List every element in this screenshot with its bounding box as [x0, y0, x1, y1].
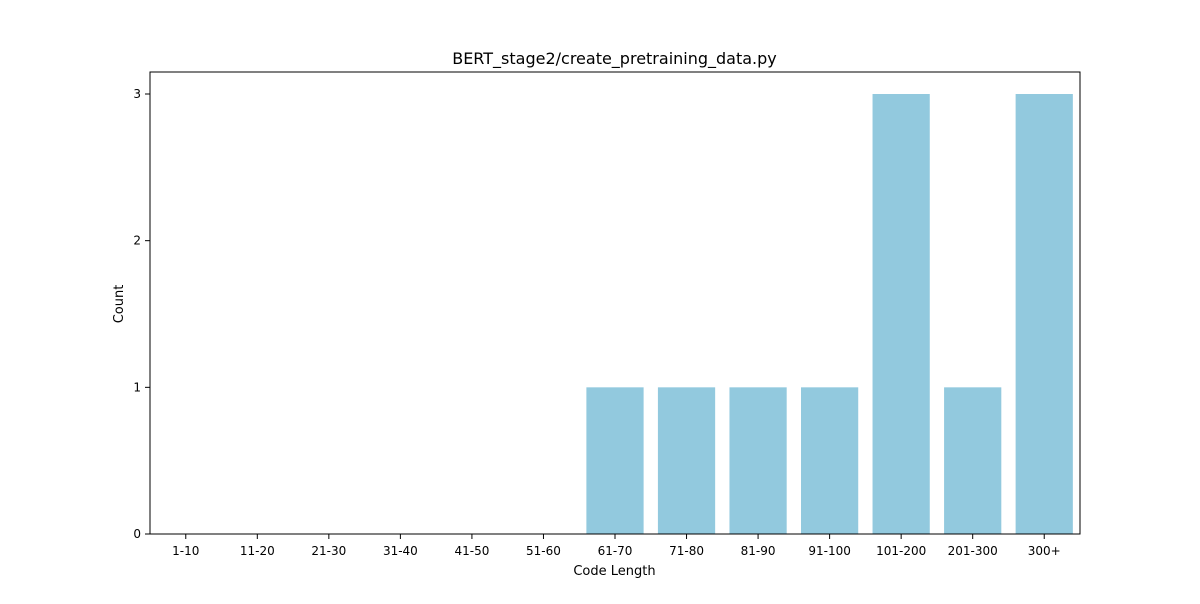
- x-axis-label: Code Length: [573, 564, 655, 579]
- x-tick-label: 31-40: [383, 544, 418, 558]
- bar: [944, 387, 1002, 534]
- bar: [586, 387, 644, 534]
- y-tick-label: 3: [133, 87, 141, 101]
- x-tick-label: 61-70: [598, 544, 633, 558]
- x-tick-label: 91-100: [808, 544, 851, 558]
- y-tick-label: 1: [133, 380, 141, 394]
- x-tick-label: 41-50: [454, 544, 489, 558]
- bar: [657, 387, 716, 534]
- bar: [801, 387, 859, 534]
- x-tick-label: 201-300: [948, 544, 998, 558]
- y-axis-label: Count: [112, 285, 127, 324]
- y-tick-label: 0: [133, 527, 141, 541]
- bar: [729, 387, 787, 534]
- bar: [872, 94, 930, 534]
- x-tick-label: 300+: [1028, 544, 1061, 558]
- x-tick-label: 51-60: [526, 544, 561, 558]
- x-tick-label: 71-80: [669, 544, 704, 558]
- x-tick-label: 81-90: [741, 544, 776, 558]
- y-tick-label: 2: [133, 234, 141, 248]
- bar: [1015, 94, 1073, 534]
- bars-layer: [586, 94, 1073, 534]
- x-tick-label: 1-10: [172, 544, 199, 558]
- chart-title: BERT_stage2/create_pretraining_data.py: [452, 49, 777, 69]
- axes-layer: 1-10 11-20 21-30 31-40 41-50 51-60 61-70 71-80 8…: [133, 71, 1081, 558]
- x-tick-label: 11-20: [240, 544, 275, 558]
- x-tick-label: 101-200: [876, 544, 926, 558]
- x-tick-label: 21-30: [311, 544, 346, 558]
